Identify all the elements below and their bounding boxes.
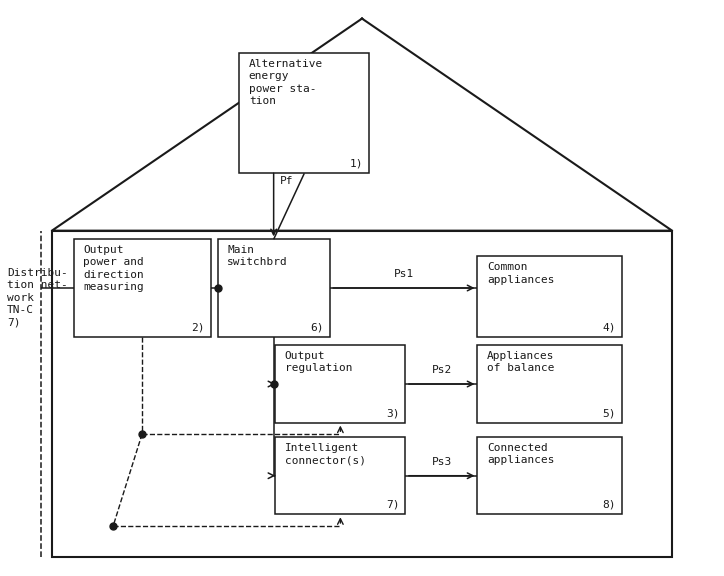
Text: Distribu-
tion net-
work
TN-C
7): Distribu- tion net- work TN-C 7) [7, 268, 68, 328]
Text: Common
appliances: Common appliances [487, 262, 555, 285]
Text: 5): 5) [602, 408, 616, 418]
Bar [477, 346, 622, 423]
Text: Connected
appliances: Connected appliances [487, 443, 555, 465]
Bar [477, 437, 622, 514]
Bar [52, 230, 672, 558]
Text: Intelligent
connector(s): Intelligent connector(s) [285, 443, 366, 465]
Bar [240, 53, 369, 173]
Text: Main
switchbrd: Main switchbrd [227, 245, 288, 267]
Text: Output
regulation: Output regulation [285, 351, 353, 373]
Bar [275, 437, 405, 514]
Text: Output
power and
direction
measuring: Output power and direction measuring [83, 245, 143, 292]
Bar [477, 256, 622, 337]
Text: 1): 1) [350, 159, 363, 169]
Text: 3): 3) [386, 408, 400, 418]
Text: Alternative
energy
power sta-
tion: Alternative energy power sta- tion [249, 59, 323, 106]
Text: Pf: Pf [279, 176, 293, 186]
Text: 2): 2) [191, 322, 205, 332]
Text: 7): 7) [386, 500, 400, 510]
Bar [275, 346, 405, 423]
Bar [218, 239, 329, 337]
Text: Ps3: Ps3 [432, 457, 452, 467]
Text: Ps2: Ps2 [432, 365, 452, 376]
Text: 6): 6) [311, 322, 324, 332]
Text: Ps1: Ps1 [394, 270, 414, 279]
Text: Appliances
of balance: Appliances of balance [487, 351, 555, 373]
Text: 8): 8) [602, 500, 616, 510]
Bar [74, 239, 211, 337]
Text: 4): 4) [602, 322, 616, 332]
